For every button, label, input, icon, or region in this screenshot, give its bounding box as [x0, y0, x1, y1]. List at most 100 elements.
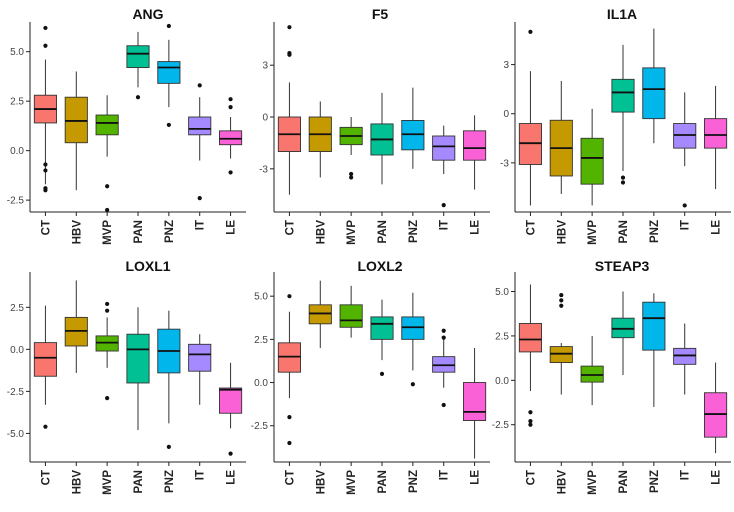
x-tick-label: IT [195, 470, 207, 480]
x-tick-label: PNZ [164, 470, 176, 493]
box-mvp [580, 108, 604, 206]
box-hbv [549, 80, 573, 194]
box-iqr [33, 342, 57, 377]
y-tick-label: 0.0 [495, 376, 509, 387]
outlier-point [287, 25, 292, 30]
box-mvp [339, 285, 363, 338]
outlier-point [441, 328, 446, 333]
box-pnz [157, 310, 181, 449]
outlier-point [441, 202, 446, 208]
outlier-point [287, 52, 292, 57]
outlier-point [228, 451, 233, 456]
box-hbv [64, 280, 88, 373]
outlier-point [349, 175, 354, 180]
box-pnz [642, 293, 666, 407]
panel-title: LOXL1 [125, 258, 170, 274]
panels: ANG -2.5 0.0 2.5 5.0 CT HBV MVP PAN PNZ IT LE F5 -3 0 3… [7, 6, 731, 495]
box-pan [370, 299, 394, 377]
y-tick-label: -2.5 [7, 387, 25, 398]
box-iqr [219, 130, 243, 146]
x-tick-label: HBV [71, 220, 83, 245]
box-mvp [339, 117, 363, 180]
box-pan [611, 44, 635, 185]
y-tick-label: 0 [503, 109, 509, 120]
box-it [188, 83, 212, 201]
box-le [704, 362, 728, 454]
y-tick-label: 2.5 [254, 335, 268, 346]
box-le [463, 348, 487, 459]
box-pan [611, 291, 635, 375]
outlier-point [410, 382, 415, 387]
outlier-point [105, 301, 110, 307]
outlier-point [287, 440, 292, 446]
x-tick-label: CT [525, 220, 537, 235]
x-tick-label: PAN [133, 220, 145, 243]
outlier-point [379, 371, 385, 377]
panel-f5: F5 -3 0 3 CT HBV MVP PAN PNZ IT LE [259, 6, 490, 245]
outlier-point [43, 168, 48, 173]
outlier-point [528, 422, 533, 427]
box-it [432, 328, 456, 408]
box-ct [518, 284, 542, 427]
box-iqr [126, 45, 150, 68]
x-tick-label: PAN [133, 470, 145, 493]
x-tick-label: HBV [71, 470, 83, 495]
box-le [704, 85, 728, 190]
outlier-point [43, 162, 48, 167]
outlier-point [349, 171, 354, 177]
x-tick-label: PAN [618, 220, 630, 243]
outlier-point [43, 25, 48, 31]
outlier-point [105, 207, 110, 213]
x-tick-label: LE [470, 470, 482, 485]
y-tick-label: 0.0 [10, 345, 24, 356]
box-ct [33, 25, 57, 193]
y-tick-label: 5.0 [254, 292, 268, 303]
box-hbv [549, 292, 573, 395]
panel-title: ANG [132, 6, 163, 22]
x-tick-label: IT [680, 220, 692, 230]
outlier-point [135, 95, 141, 100]
box-ct [33, 305, 57, 429]
box-iqr [463, 130, 487, 161]
outlier-point [287, 294, 292, 299]
outlier-point [197, 83, 202, 88]
y-tick-label: -2.5 [251, 421, 269, 432]
outlier-point [528, 419, 533, 424]
box-iqr [219, 387, 243, 414]
x-tick-label: HBV [315, 470, 327, 495]
panel-title: F5 [372, 6, 389, 22]
outlier-point [43, 188, 48, 193]
box-iqr [339, 304, 363, 328]
x-tick-label: PNZ [649, 220, 661, 243]
box-pan [126, 307, 150, 431]
box-iqr [95, 114, 119, 136]
x-tick-label: LE [226, 220, 238, 235]
box-iqr [64, 96, 88, 144]
x-tick-label: PAN [377, 470, 389, 493]
y-tick-label: 2.5 [495, 331, 509, 342]
x-tick-label: LE [470, 220, 482, 235]
box-hbv [308, 101, 332, 178]
y-tick-label: 2.5 [10, 303, 24, 314]
outlier-point [197, 196, 202, 201]
x-tick-label: MVP [346, 220, 358, 245]
box-it [673, 92, 697, 208]
x-tick-label: IT [195, 220, 207, 230]
box-iqr [126, 333, 150, 384]
x-tick-label: CT [284, 470, 296, 485]
x-tick-label: HBV [315, 220, 327, 245]
box-it [673, 323, 697, 395]
box-mvp [95, 301, 119, 401]
box-iqr [463, 382, 487, 421]
outlier-point [441, 402, 446, 408]
outlier-point [682, 203, 687, 208]
y-tick-label: 0.0 [254, 378, 268, 389]
outlier-point [43, 43, 48, 48]
x-tick-label: CT [525, 470, 537, 485]
box-hbv [308, 280, 332, 348]
outlier-point [228, 105, 233, 110]
x-tick-label: IT [439, 470, 451, 480]
panel-steap3: STEAP3 -2.5 0.0 2.5 5.0 CT HBV MVP PAN PNZ IT LE [492, 258, 731, 495]
outlier-point [105, 396, 110, 401]
box-iqr [704, 118, 728, 149]
